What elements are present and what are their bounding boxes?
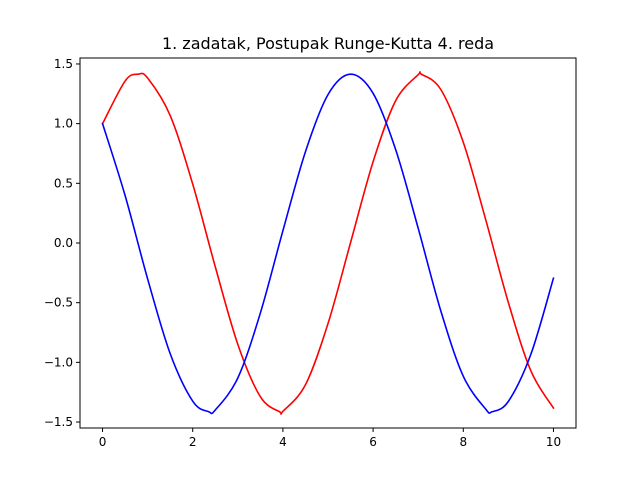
x-tick-label: 4 (279, 435, 287, 449)
series-line-1 (101, 71, 555, 415)
series-line-2 (101, 73, 555, 415)
chart-title: 1. zadatak, Postupak Runge-Kutta 4. reda (162, 34, 494, 53)
x-tick-label: 6 (369, 435, 377, 449)
y-tick-label: 1.5 (54, 57, 73, 71)
series-layer (101, 71, 555, 415)
y-tick-label: −0.5 (44, 296, 73, 310)
y-tick-label: −1.0 (44, 355, 73, 369)
y-tick-label: 0.0 (54, 236, 73, 250)
x-tick-label: 0 (99, 435, 107, 449)
y-tick-label: 0.5 (54, 176, 73, 190)
y-axis-ticks: −1.5 −1.0 −0.5 0.0 0.5 1.0 1.5 (44, 57, 80, 429)
x-tick-label: 10 (546, 435, 561, 449)
x-tick-label: 2 (189, 435, 197, 449)
x-tick-label: 8 (459, 435, 467, 449)
x-axis-ticks: 0 2 4 6 8 10 (99, 428, 561, 449)
y-tick-label: −1.5 (44, 415, 73, 429)
y-tick-label: 1.0 (54, 117, 73, 131)
